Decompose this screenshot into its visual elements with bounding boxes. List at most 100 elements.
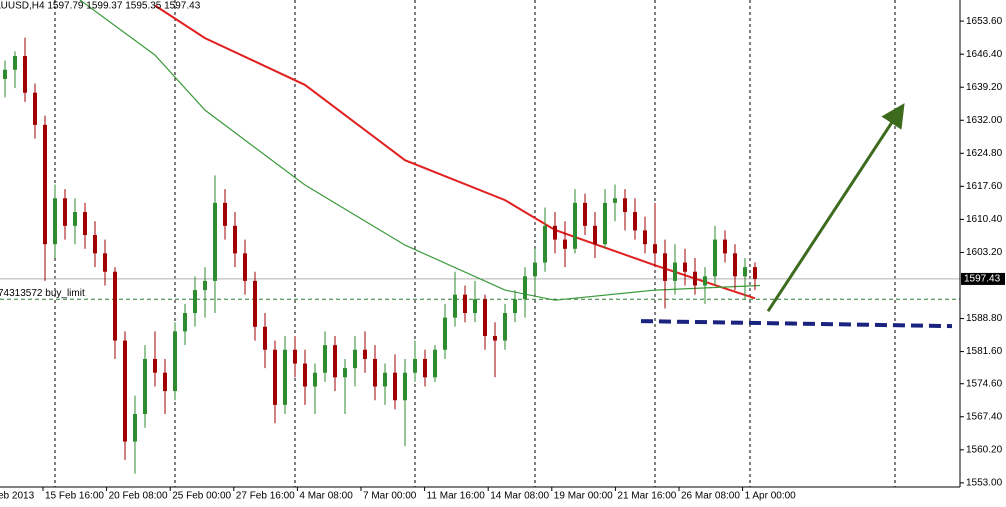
y-tick-label: 1617.60 — [966, 181, 1003, 192]
candle-body — [473, 299, 477, 314]
candle-body — [43, 124, 47, 245]
x-tick-label: eb 2013 — [0, 491, 35, 502]
candle-body — [573, 202, 577, 249]
candle-body — [293, 349, 297, 364]
x-tick-label: 1 Apr 00:00 — [745, 491, 797, 502]
candle-body — [213, 202, 217, 281]
y-tick-label: 1603.20 — [966, 247, 1003, 258]
candle-body — [123, 340, 127, 442]
candle-body — [63, 198, 67, 226]
candle-body — [363, 349, 367, 359]
x-tick-label: 25 Feb 00:00 — [172, 491, 231, 502]
y-tick-label: 1624.80 — [966, 148, 1003, 159]
candle-body — [383, 372, 387, 387]
candle-body — [583, 202, 587, 226]
candle-body — [353, 349, 357, 369]
x-tick-label: 11 Mar 16:00 — [427, 491, 486, 502]
candle-body — [283, 349, 287, 405]
candle-body — [633, 212, 637, 231]
support-line — [640, 319, 953, 329]
x-tick-label: 19 Mar 00:00 — [554, 491, 613, 502]
candle-body — [683, 262, 687, 272]
candle-body — [183, 313, 187, 332]
y-tick-label: 1560.20 — [966, 444, 1003, 455]
candle-body — [493, 335, 497, 341]
x-tick-label: 27 Feb 16:00 — [236, 491, 295, 502]
candle-body — [83, 212, 87, 236]
candle-body — [273, 349, 277, 405]
x-tick-label: 4 Mar 08:00 — [299, 491, 353, 502]
current-price-box — [961, 272, 1005, 285]
candle-body — [243, 253, 247, 281]
candle-body — [733, 253, 737, 277]
candle-body — [523, 276, 527, 300]
candle-body — [403, 372, 407, 401]
candle-body — [203, 280, 207, 291]
candle-body — [53, 198, 57, 245]
candle-body — [673, 262, 677, 281]
x-tick-label: 20 Feb 08:00 — [109, 491, 168, 502]
candle-body — [453, 294, 457, 318]
candle-body — [323, 345, 327, 373]
y-tick-label: 1553.00 — [966, 478, 1003, 489]
y-tick-label: 1610.40 — [966, 214, 1003, 225]
candle-body — [23, 55, 27, 93]
candle-body — [393, 372, 397, 401]
buy-limit-label: 74313572 buy_limit — [0, 288, 85, 299]
candle-body — [143, 358, 147, 415]
y-tick-label: 1632.00 — [966, 115, 1003, 126]
candle-body — [153, 358, 157, 373]
candle-body — [563, 239, 567, 249]
candle-body — [463, 294, 467, 314]
candle-body — [513, 299, 517, 314]
y-tick-label: 1646.40 — [966, 49, 1003, 60]
candle-body — [413, 358, 417, 373]
current-price-label: 1597.43 — [964, 274, 1001, 285]
candle-body — [543, 225, 547, 263]
candle-body — [643, 230, 647, 245]
candle-body — [113, 271, 117, 341]
candle-body — [533, 262, 537, 277]
candle-body — [73, 212, 77, 226]
candle-body — [613, 198, 617, 203]
candle-body — [93, 235, 97, 254]
candle-body — [553, 225, 557, 240]
candle-body — [433, 349, 437, 378]
candle-body — [593, 225, 597, 245]
y-tick-label: 1574.60 — [966, 378, 1003, 389]
candle-body — [503, 313, 507, 341]
y-tick-label: 1639.20 — [966, 82, 1003, 93]
candle-body — [313, 372, 317, 387]
candle-body — [233, 225, 237, 254]
candle-body — [133, 414, 137, 442]
candle-body — [723, 239, 727, 254]
x-tick-label: 15 Feb 16:00 — [45, 491, 104, 502]
candle-body — [163, 372, 167, 392]
candle-body — [223, 202, 227, 226]
forecast-arrow — [766, 103, 905, 313]
candle-body — [423, 358, 427, 378]
candle-body — [693, 271, 697, 286]
candle-body — [173, 331, 177, 392]
moving-average — [79, 0, 761, 301]
y-tick-label: 1581.60 — [966, 346, 1003, 357]
candle-body — [623, 198, 627, 213]
candle-body — [303, 363, 307, 387]
candle-body — [103, 253, 107, 272]
candle-body — [483, 299, 487, 336]
x-tick-label: 14 Mar 08:00 — [490, 491, 549, 502]
x-tick-label: 26 Mar 08:00 — [681, 491, 740, 502]
candle-body — [663, 253, 667, 281]
candle-body — [333, 345, 337, 378]
x-tick-label: 21 Mar 16:00 — [617, 491, 676, 502]
candle-body — [263, 326, 267, 350]
candle-body — [653, 244, 657, 254]
plot-area — [0, 0, 960, 474]
candle-body — [33, 92, 37, 125]
candle-body — [743, 267, 747, 277]
y-tick-label: 1653.60 — [966, 16, 1003, 27]
candle-body — [603, 202, 607, 245]
x-tick-label: 7 Mar 00:00 — [363, 491, 417, 502]
